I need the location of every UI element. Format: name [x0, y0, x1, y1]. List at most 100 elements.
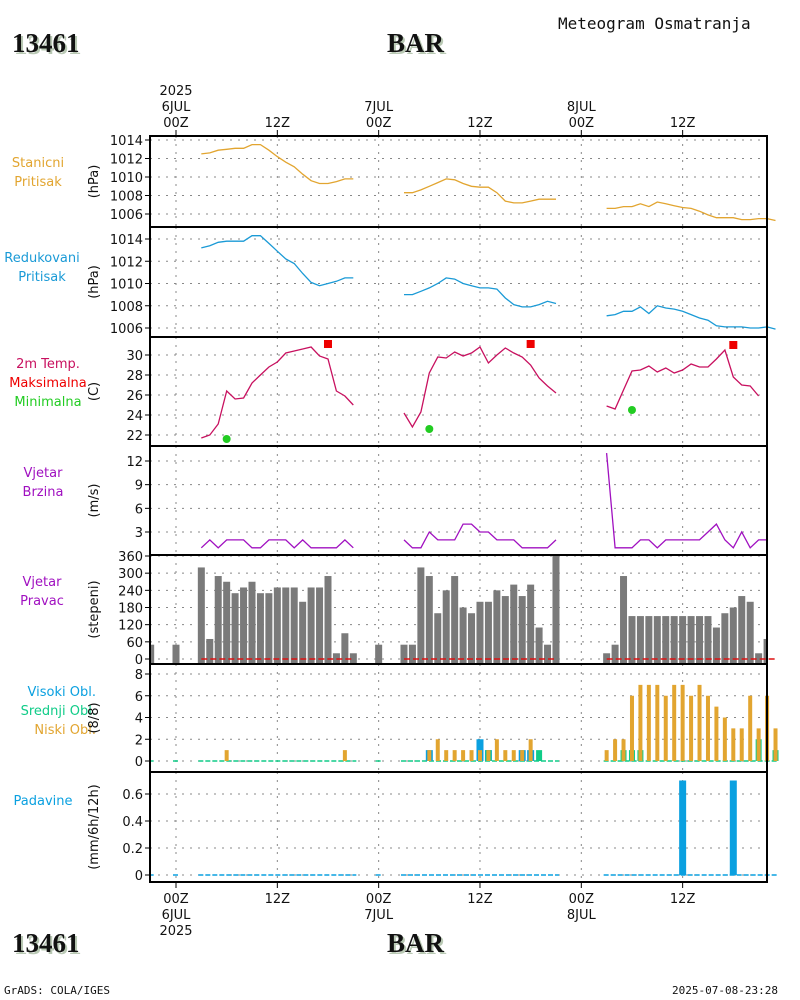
- panel-frame: [149, 771, 768, 883]
- wind-dir-bar: [628, 616, 636, 664]
- y-tick-label: 180: [118, 602, 143, 617]
- wind-dir-bar: [256, 593, 264, 664]
- y-tick-label: 240: [118, 584, 143, 599]
- label-line: Stanicni: [11, 156, 65, 171]
- wind-speed-line: [200, 539, 354, 549]
- station-name-bottom: BAR: [387, 928, 445, 958]
- low-cloud-bar: [503, 750, 508, 761]
- low-cloud-bar: [342, 750, 347, 761]
- y-axis-unit: (mm/6h/12h): [87, 784, 102, 870]
- label-high-cloud: Visoki Obl.: [27, 685, 96, 700]
- label-station-pressure: Stanicni Pritisak: [0, 154, 76, 192]
- wind-dir-bar: [375, 644, 383, 664]
- low-cloud-bar: [689, 695, 694, 761]
- wind-dir-bar: [653, 616, 661, 664]
- station-pressure-line: [404, 178, 556, 204]
- y-axis-unit: (hPa): [87, 265, 102, 299]
- low-cloud-bar: [663, 695, 668, 761]
- wind-dir-bar: [434, 613, 442, 664]
- y-tick-label: 12: [126, 455, 143, 470]
- label-wind-direction: Vjetar Pravac: [0, 573, 84, 611]
- bottom-axis-label: 12Z: [265, 892, 291, 907]
- wind-dir-bar: [721, 613, 729, 664]
- y-tick-label: 1014: [110, 233, 143, 248]
- label-line: Brzina: [22, 485, 64, 500]
- y-tick-label: 24: [126, 409, 143, 424]
- panel-frame: [149, 226, 768, 338]
- y-tick-label: 4: [135, 712, 143, 727]
- y-tick-label: 300: [118, 567, 143, 582]
- y-tick-label: 0.4: [122, 815, 143, 830]
- y-tick-label: 2: [135, 733, 143, 748]
- low-cloud-bar: [486, 750, 491, 761]
- timestamp: 2025-07-08-23:28: [672, 984, 778, 997]
- low-cloud-bar: [748, 695, 753, 761]
- wind-dir-bar: [282, 587, 290, 664]
- station-pressure-line: [606, 201, 776, 222]
- tmin-marker: [425, 425, 434, 433]
- bottom-axis-label: 00Z: [366, 892, 392, 907]
- wind-dir-bar: [738, 596, 746, 664]
- low-cloud-bar: [731, 728, 736, 761]
- precip-bar: [679, 780, 687, 875]
- y-tick-label: 120: [118, 619, 143, 634]
- y-tick-label: 1014: [110, 134, 143, 149]
- y-tick-label: 6: [135, 690, 143, 705]
- y-tick-label: 1012: [110, 255, 143, 270]
- y-tick-label: 1008: [110, 190, 143, 205]
- low-cloud-bar: [604, 750, 609, 761]
- tmin-marker: [627, 406, 636, 414]
- low-cloud-bar: [461, 750, 466, 761]
- wind-dir-bar: [704, 616, 712, 664]
- wind-dir-bar: [746, 601, 754, 664]
- bottom-axis-label: 12Z: [670, 892, 696, 907]
- wind-dir-bar: [544, 644, 552, 664]
- label-line: Vjetar: [22, 575, 62, 590]
- wind-dir-bar: [324, 576, 332, 664]
- bottom-axis-label: 00Z: [163, 892, 189, 907]
- wind-speed-line: [403, 523, 557, 549]
- wind-dir-bar: [662, 616, 670, 664]
- wind-dir-bar: [197, 567, 205, 664]
- y-tick-label: 0: [135, 755, 143, 770]
- label-line: Pritisak: [18, 270, 66, 285]
- low-cloud-bar: [705, 695, 710, 761]
- low-cloud-bar: [427, 750, 432, 761]
- low-cloud-bar: [444, 750, 449, 761]
- y-tick-label: 9: [135, 479, 143, 494]
- low-cloud-bar: [646, 684, 651, 761]
- y-tick-label: 1006: [110, 322, 143, 337]
- wind-dir-bar: [150, 644, 155, 664]
- temperature-2m-line: [606, 348, 760, 410]
- wind-dir-bar: [611, 644, 619, 664]
- wind-dir-bar: [527, 584, 535, 664]
- top-axis-label: 7JUL: [364, 100, 394, 115]
- label-wind-speed: Vjetar Brzina: [0, 464, 86, 502]
- label-clouds: Visoki Obl. Srednji Obl. Niski Obl.: [0, 683, 96, 740]
- label-tmax: Maksimalna: [9, 376, 87, 391]
- wind-dir-bar: [687, 616, 695, 664]
- wind-dir-bar: [273, 587, 281, 664]
- y-tick-label: 8: [135, 668, 143, 683]
- wind-dir-bar: [265, 593, 273, 664]
- bottom-axis-label: 2025: [159, 924, 192, 939]
- low-cloud-bar: [452, 750, 457, 761]
- y-tick-label: 26: [126, 389, 143, 404]
- wind-dir-bar: [645, 616, 653, 664]
- wind-dir-bar: [518, 596, 526, 664]
- y-axis-unit: (8/8): [87, 702, 102, 733]
- y-tick-label: 1010: [110, 171, 143, 186]
- wind-dir-bar: [240, 587, 248, 664]
- top-axis-label: 6JUL: [162, 100, 192, 115]
- credit: GrADS: COLA/IGES: [4, 984, 110, 997]
- label-low-cloud: Niski Obl.: [34, 723, 96, 738]
- wind-dir-bar: [552, 556, 560, 664]
- wind-dir-bar: [425, 576, 433, 664]
- temperature-2m-line: [201, 346, 354, 439]
- top-axis-label: 12Z: [467, 116, 493, 131]
- wind-dir-bar: [755, 653, 763, 664]
- wind-dir-bar: [501, 596, 509, 664]
- y-tick-label: 28: [126, 369, 143, 384]
- wind-dir-bar: [493, 590, 501, 664]
- low-cloud-bar: [613, 739, 618, 761]
